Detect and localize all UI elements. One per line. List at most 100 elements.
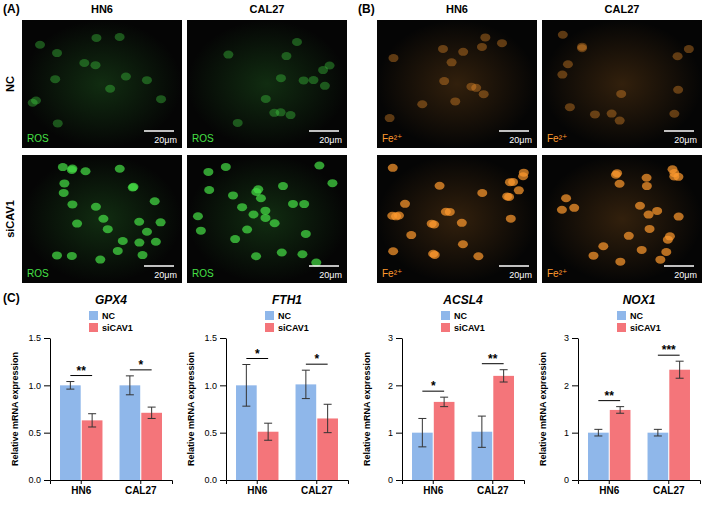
cell-decoration bbox=[301, 230, 311, 238]
significance-label: ** bbox=[488, 352, 498, 366]
y-tick-label: 0 bbox=[564, 475, 569, 485]
error-bar bbox=[654, 429, 662, 436]
micrograph-background bbox=[542, 155, 702, 283]
cell-decoration bbox=[150, 197, 160, 205]
cell-decoration bbox=[637, 246, 647, 254]
cell-decoration bbox=[385, 114, 395, 122]
x-axis: HN6CAL27 bbox=[579, 480, 701, 496]
legend-swatch bbox=[265, 311, 274, 320]
cell-decoration bbox=[261, 95, 271, 103]
y-tick: 0.0 bbox=[28, 475, 50, 485]
bar bbox=[648, 433, 669, 480]
x-tick-label: HN6 bbox=[423, 485, 443, 496]
cell-decoration bbox=[635, 202, 645, 210]
y-tick: 0.0 bbox=[204, 475, 226, 485]
cell-decoration bbox=[299, 76, 309, 84]
error-bar-cap bbox=[594, 429, 602, 430]
y-tick-label: 3 bbox=[388, 333, 393, 343]
cell-decoration bbox=[624, 232, 634, 240]
error-bar bbox=[302, 370, 310, 398]
cell-decoration bbox=[103, 225, 113, 233]
y-tick-label: 1.5 bbox=[28, 333, 41, 343]
error-bar bbox=[148, 407, 156, 418]
error-bar-cap bbox=[324, 404, 332, 405]
cell-decoration bbox=[115, 165, 125, 173]
cell-decoration bbox=[429, 220, 439, 228]
cell-decoration bbox=[327, 179, 337, 187]
cell-decoration bbox=[67, 200, 77, 208]
scale-bar bbox=[664, 265, 694, 267]
bar bbox=[493, 376, 514, 480]
error-bar-cap bbox=[616, 413, 624, 414]
scale-bar-label: 20μm bbox=[509, 135, 532, 145]
significance-label: * bbox=[431, 379, 436, 393]
significance-label: ** bbox=[77, 364, 87, 378]
y-tick-mark bbox=[44, 338, 50, 339]
error-bar bbox=[616, 407, 624, 414]
cell-decoration bbox=[251, 252, 261, 260]
cell-decoration bbox=[91, 34, 101, 42]
cell-decoration bbox=[497, 39, 507, 47]
legend-swatch bbox=[617, 323, 626, 332]
bar-chart: 0.00.51.01.5HN6CAL27Relative mRNA expres… bbox=[186, 293, 349, 496]
micrograph-glow bbox=[187, 20, 347, 148]
y-axis: 0.00.51.01.5 bbox=[28, 333, 50, 485]
legend-swatch bbox=[265, 323, 274, 332]
error-bar-cap bbox=[242, 364, 250, 365]
cell-decoration bbox=[661, 248, 671, 256]
x-tick-mark bbox=[81, 480, 82, 484]
cell-decoration bbox=[288, 200, 298, 208]
cell-decoration bbox=[506, 215, 516, 223]
cell-decoration bbox=[615, 117, 625, 125]
cell-decoration bbox=[151, 238, 161, 246]
error-bar-cap bbox=[148, 418, 156, 419]
micrograph: Fe²⁺20μm bbox=[542, 155, 702, 283]
y-axis-line bbox=[226, 339, 227, 481]
cell-decoration bbox=[237, 203, 247, 211]
y-tick-label: 1.5 bbox=[204, 333, 217, 343]
error-bar bbox=[594, 429, 602, 436]
bar bbox=[610, 410, 631, 480]
cell-decoration bbox=[72, 220, 82, 228]
error-bar-cap bbox=[418, 446, 426, 447]
x-tick-label: HN6 bbox=[599, 485, 619, 496]
y-tick-label: 0.5 bbox=[28, 428, 41, 438]
cell-decoration bbox=[447, 58, 457, 66]
cell-decoration bbox=[204, 186, 214, 194]
cell-decoration bbox=[652, 207, 662, 215]
bar bbox=[296, 384, 317, 480]
stain-label: ROS bbox=[27, 133, 49, 144]
error-bar-cap bbox=[264, 440, 272, 441]
y-tick-mark bbox=[572, 433, 578, 434]
cell-decoration bbox=[565, 103, 575, 111]
cell-decoration bbox=[557, 206, 567, 214]
error-bar-stem bbox=[327, 404, 328, 432]
x-tick-label: CAL27 bbox=[301, 485, 333, 496]
cell-decoration bbox=[387, 212, 397, 220]
y-tick: 2 bbox=[564, 381, 578, 391]
column-header: CAL27 bbox=[605, 3, 640, 15]
cell-decoration bbox=[53, 119, 63, 127]
x-tick-mark bbox=[257, 480, 258, 484]
row-label: NC bbox=[4, 76, 16, 92]
cell-decoration bbox=[128, 183, 138, 191]
cell-decoration bbox=[59, 179, 69, 187]
bar bbox=[669, 370, 690, 480]
x-axis: HN6CAL27 bbox=[403, 480, 525, 496]
legend-swatch bbox=[441, 323, 450, 332]
x-axis-line bbox=[227, 481, 349, 485]
y-tick-mark bbox=[44, 433, 50, 434]
cell-decoration bbox=[450, 97, 460, 105]
cell-decoration bbox=[118, 237, 128, 245]
cell-decoration bbox=[473, 252, 483, 260]
error-bar-cap bbox=[88, 413, 96, 414]
y-tick-label: 2 bbox=[564, 381, 569, 391]
error-bar bbox=[66, 382, 74, 390]
error-bar-cap bbox=[242, 406, 250, 407]
y-tick-mark bbox=[44, 480, 50, 481]
cell-decoration bbox=[256, 194, 266, 202]
y-tick-mark bbox=[44, 385, 50, 386]
error-bar-stem bbox=[620, 407, 621, 414]
cell-decoration bbox=[669, 110, 679, 118]
cell-decoration bbox=[417, 100, 427, 108]
